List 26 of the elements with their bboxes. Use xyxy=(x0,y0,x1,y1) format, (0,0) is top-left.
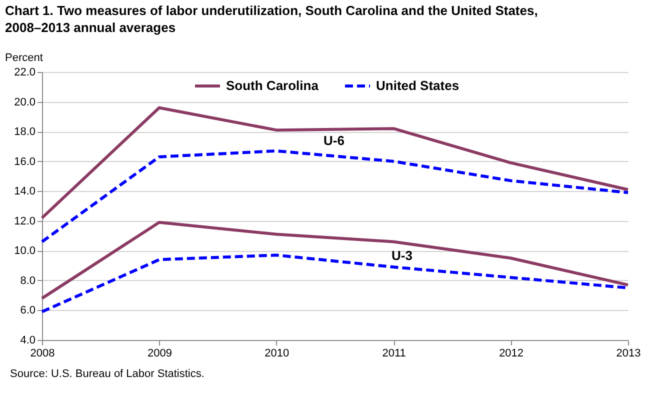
y-tick-label: 8.0 xyxy=(20,274,36,287)
x-tick-label: 2008 xyxy=(30,348,55,360)
line-series xyxy=(40,106,630,220)
y-tick-label: 10.0 xyxy=(14,245,36,258)
y-tick-label: 22.0 xyxy=(14,66,36,78)
line-series xyxy=(40,220,630,300)
annotation: U-3 xyxy=(392,248,412,263)
chart-title: Chart 1. Two measures of labor underutilization, South Carolina and the United States, 2008–2013 annual averages xyxy=(5,3,538,35)
y-axis-title: Percent xyxy=(5,52,43,64)
y-tick-label: 6.0 xyxy=(20,304,36,317)
annotation: U-6 xyxy=(324,133,344,148)
y-tick-label: 14.0 xyxy=(14,186,36,198)
x-tick-label: 2011 xyxy=(382,348,406,360)
y-tick-label: 18.0 xyxy=(14,126,36,138)
legend-label: South Carolina xyxy=(226,78,320,93)
x-tick-label: 2009 xyxy=(147,348,172,360)
y-tick-label: 20.0 xyxy=(14,96,36,108)
y-tick-label: 4.0 xyxy=(20,334,36,346)
x-tick-label: 2013 xyxy=(616,348,641,360)
x-tick-label: 2010 xyxy=(264,348,290,360)
source-note: Source: U.S. Bureau of Labor Statistics. xyxy=(10,368,204,380)
legend-label: United States xyxy=(376,78,460,93)
y-tick-label: 12.0 xyxy=(14,215,36,228)
x-tick-label: 2012 xyxy=(499,348,524,360)
y-tick-label: 16.0 xyxy=(14,156,36,168)
line-series xyxy=(40,149,630,244)
